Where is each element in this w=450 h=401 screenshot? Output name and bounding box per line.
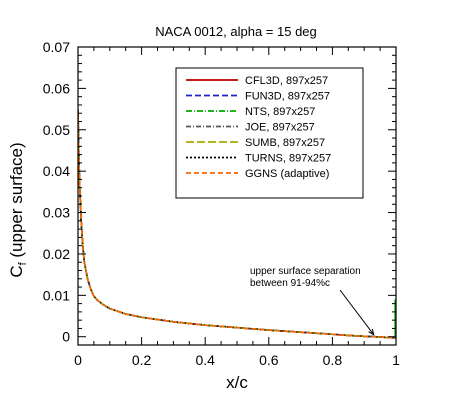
legend-label-5: SUMB, 897x257: [245, 137, 325, 149]
annotation-line-2: between 91-94%c: [250, 278, 330, 289]
x-tick-label: 0.8: [323, 352, 343, 368]
annotation: upper surface separation between 91-94%c: [250, 266, 375, 336]
svg-text:Cf (upper surface): Cf (upper surface): [7, 142, 29, 277]
y-tick-label: 0.05: [43, 122, 70, 138]
legend-box: [175, 67, 364, 199]
chart-title: NACA 0012, alpha = 15 deg: [155, 24, 317, 39]
y-tick-label: 0.03: [43, 205, 70, 221]
y-tick-label: 0.01: [43, 287, 70, 303]
legend: CFL3D, 897x257 FUN3D, 897x257 NTS, 897x257…: [175, 67, 364, 199]
y-axis-title-rest: (upper surface): [7, 142, 26, 262]
y-axis-title-subscript: f: [17, 261, 29, 265]
x-tick-label: 1: [392, 352, 400, 368]
series-line-7: [78, 109, 396, 339]
legend-label-1: CFL3D, 897x257: [245, 75, 328, 87]
annotation-arrowhead: [368, 328, 375, 336]
y-tick-label: 0.07: [43, 39, 70, 55]
annotation-line-1: upper surface separation: [250, 266, 361, 277]
legend-label-4: JOE, 897x257: [245, 122, 315, 134]
y-tick-label: 0.04: [43, 163, 70, 179]
plot-layer: [78, 109, 396, 339]
x-axis-title: x/c: [226, 373, 248, 392]
legend-label-3: NTS, 897x257: [245, 106, 315, 118]
annotation-arrow: [339, 289, 375, 336]
axis-layer: 0 0.2 0.4 0.6 0.8 1 0 0.01 0.02 0.03 0.04 0.05 0.06 0…: [43, 39, 400, 368]
y-axis-title: Cf (upper surface): [7, 142, 29, 277]
legend-label-6: TURNS, 897x257: [245, 153, 331, 165]
y-tick-label: 0.06: [43, 80, 70, 96]
x-tick-label: 0.6: [259, 352, 279, 368]
legend-label-7: GGNS (adaptive): [245, 168, 329, 180]
x-tick-label: 0.4: [195, 352, 215, 368]
x-tick-label: 0.2: [132, 352, 152, 368]
y-axis-title-main: C: [7, 265, 26, 277]
legend-label-2: FUN3D, 897x257: [245, 91, 330, 103]
y-tick-label: 0.02: [43, 246, 70, 262]
x-tick-label: 0: [74, 352, 82, 368]
y-tick-label: 0: [62, 329, 70, 345]
